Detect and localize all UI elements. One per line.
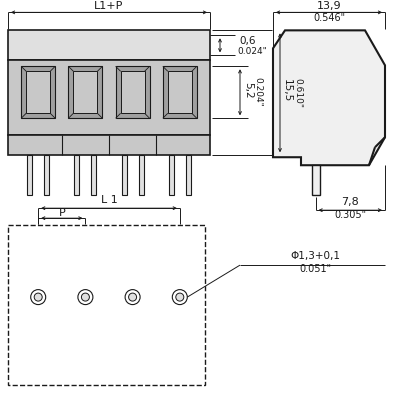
Circle shape	[81, 293, 89, 301]
Circle shape	[34, 293, 42, 301]
Bar	[8, 60, 210, 135]
Text: 0.610": 0.610"	[293, 78, 303, 108]
Bar	[8, 225, 205, 385]
Bar	[68, 66, 102, 118]
Text: 0.204": 0.204"	[254, 78, 263, 107]
Circle shape	[172, 290, 187, 304]
Text: 15,5: 15,5	[282, 79, 292, 102]
Bar	[163, 66, 197, 118]
Text: 5,2: 5,2	[243, 82, 253, 99]
Bar	[27, 155, 32, 195]
Circle shape	[176, 293, 184, 301]
Bar	[186, 155, 191, 195]
Bar	[73, 71, 98, 113]
Bar	[74, 155, 79, 195]
Text: 0.024": 0.024"	[237, 47, 267, 56]
Bar	[120, 71, 145, 113]
Text: 0,6: 0,6	[240, 36, 256, 46]
Bar	[312, 165, 320, 195]
Text: L 1: L 1	[101, 195, 117, 205]
Text: Φ1,3+0,1: Φ1,3+0,1	[290, 251, 340, 261]
Bar	[139, 155, 144, 195]
Bar	[116, 66, 150, 118]
Bar	[8, 135, 210, 155]
Polygon shape	[273, 30, 385, 165]
Text: L1+P: L1+P	[94, 1, 124, 11]
Bar	[91, 155, 96, 195]
Text: P: P	[58, 208, 65, 218]
Bar	[122, 155, 127, 195]
Bar	[169, 155, 174, 195]
Bar	[168, 71, 192, 113]
Text: 13,9: 13,9	[317, 1, 341, 11]
Bar	[21, 66, 55, 118]
Circle shape	[125, 290, 140, 304]
Circle shape	[129, 293, 137, 301]
Bar	[8, 30, 210, 60]
Text: 0.546": 0.546"	[313, 13, 345, 23]
Bar	[26, 71, 50, 113]
Bar	[44, 155, 49, 195]
Text: 0.305": 0.305"	[334, 210, 366, 220]
Circle shape	[78, 290, 93, 304]
Circle shape	[31, 290, 46, 304]
Text: 0.051": 0.051"	[299, 264, 331, 274]
Text: 7,8: 7,8	[341, 197, 359, 207]
